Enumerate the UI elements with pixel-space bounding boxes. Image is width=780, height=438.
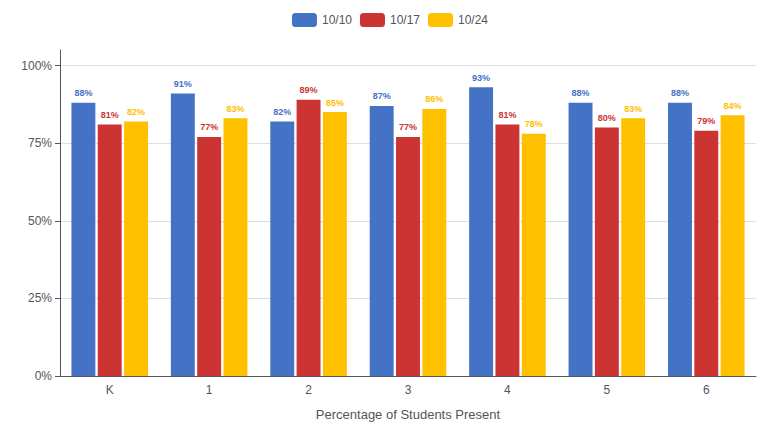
svg-text:2: 2 <box>305 383 312 397</box>
svg-text:88%: 88% <box>572 88 590 98</box>
svg-text:4: 4 <box>504 383 511 397</box>
svg-text:75%: 75% <box>28 136 52 150</box>
svg-text:25%: 25% <box>28 291 52 305</box>
svg-text:86%: 86% <box>425 94 443 104</box>
svg-text:89%: 89% <box>300 85 318 95</box>
svg-text:K: K <box>106 383 114 397</box>
svg-text:10/24: 10/24 <box>458 13 488 27</box>
svg-text:88%: 88% <box>74 88 92 98</box>
svg-text:50%: 50% <box>28 214 52 228</box>
svg-text:85%: 85% <box>326 98 344 108</box>
svg-text:80%: 80% <box>598 113 616 123</box>
svg-text:77%: 77% <box>200 122 218 132</box>
svg-text:81%: 81% <box>101 110 119 120</box>
svg-text:88%: 88% <box>671 88 689 98</box>
svg-text:Percentage of Students Present: Percentage of Students Present <box>316 407 501 422</box>
svg-text:91%: 91% <box>174 79 192 89</box>
svg-text:79%: 79% <box>697 116 715 126</box>
svg-text:87%: 87% <box>373 91 391 101</box>
svg-text:100%: 100% <box>21 59 52 73</box>
svg-text:81%: 81% <box>498 110 516 120</box>
svg-text:3: 3 <box>405 383 412 397</box>
svg-text:93%: 93% <box>472 73 490 83</box>
svg-text:83%: 83% <box>624 104 642 114</box>
svg-text:82%: 82% <box>273 107 291 117</box>
svg-text:82%: 82% <box>127 107 145 117</box>
svg-text:1: 1 <box>206 383 213 397</box>
svg-text:77%: 77% <box>399 122 417 132</box>
svg-text:84%: 84% <box>724 101 742 111</box>
svg-text:0%: 0% <box>35 369 53 383</box>
svg-text:10/10: 10/10 <box>322 13 352 27</box>
svg-text:10/17: 10/17 <box>390 13 420 27</box>
svg-text:83%: 83% <box>226 104 244 114</box>
svg-text:5: 5 <box>604 383 611 397</box>
svg-text:6: 6 <box>703 383 710 397</box>
svg-text:78%: 78% <box>525 119 543 129</box>
